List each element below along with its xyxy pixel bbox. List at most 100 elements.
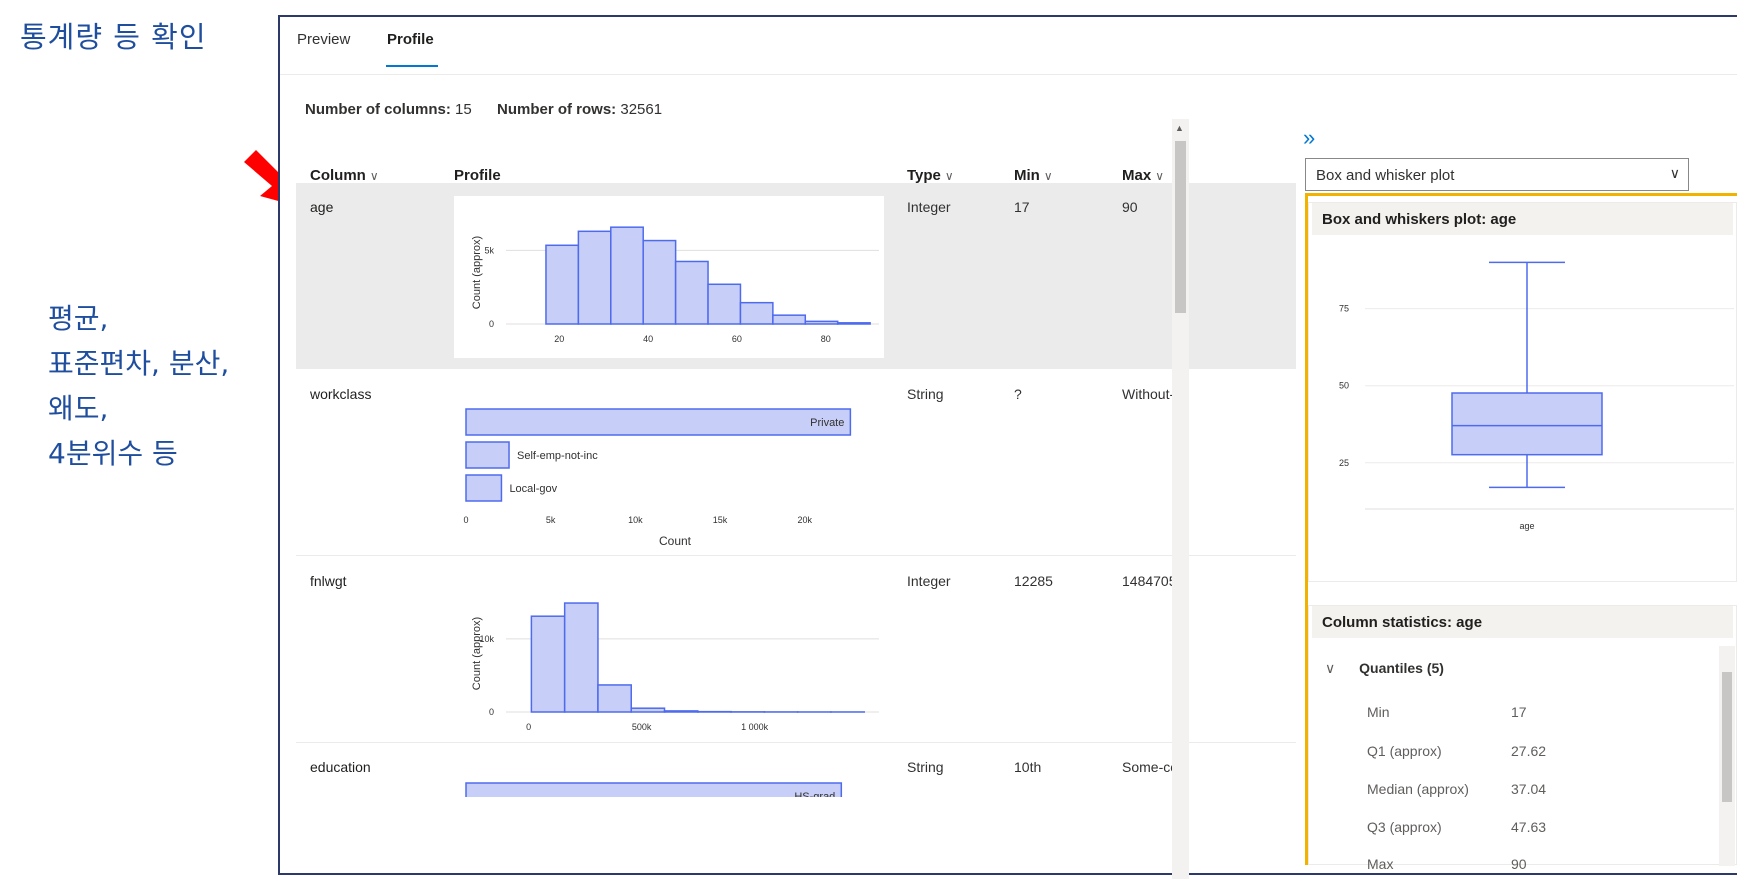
histogram-bar — [805, 321, 837, 324]
columns-count: Number of columns: 15 — [305, 101, 472, 118]
table-scrollbar[interactable]: ▲ — [1172, 119, 1189, 879]
column-stats-card: Column statistics: age ∨ Quantiles (5) M… — [1308, 605, 1737, 865]
histogram-bar — [578, 231, 610, 324]
stat-label: Min — [1367, 704, 1390, 720]
stat-label: Q1 (approx) — [1367, 743, 1442, 759]
scrollbar-thumb[interactable] — [1722, 672, 1732, 802]
category-label: Private — [810, 417, 844, 429]
stat-label: Q3 (approx) — [1367, 819, 1442, 835]
annotation-note: 왜도, — [48, 386, 229, 431]
column-max: 1484705 — [1122, 573, 1177, 589]
chevron-down-icon: ∨ — [1044, 169, 1053, 183]
histogram-bar — [665, 711, 698, 712]
column-min: 12285 — [1014, 573, 1053, 589]
histogram-bar — [631, 708, 664, 712]
stat-label: Median (approx) — [1367, 781, 1469, 797]
column-min: 17 — [1014, 199, 1030, 215]
tab-profile[interactable]: Profile — [387, 31, 434, 48]
category-bar — [466, 442, 509, 468]
histogram-bar — [546, 245, 578, 324]
stat-value: 37.04 — [1511, 781, 1546, 797]
column-header-label: Max — [1122, 167, 1151, 184]
annotation-note: 표준편차, 분산, — [48, 341, 229, 386]
y-tick-label: 0 — [489, 319, 494, 329]
tab-preview[interactable]: Preview — [297, 31, 350, 48]
columns-count-label: Number of columns: — [305, 101, 451, 118]
column-type: Integer — [907, 199, 951, 215]
column-type: Integer — [907, 573, 951, 589]
column-header-label: Column — [310, 167, 366, 184]
x-tick-label: 0 — [526, 722, 531, 732]
x-tick-label: 20k — [797, 515, 812, 525]
histogram-bar — [598, 685, 631, 712]
education-bar-chart: HS-grad — [454, 757, 884, 797]
category-label: HS-grad — [794, 791, 835, 797]
column-header-label: Profile — [454, 167, 501, 184]
histogram-bar — [565, 603, 598, 712]
histogram-bar — [643, 241, 675, 324]
column-header-profile: Profile — [454, 167, 501, 184]
x-tick-label: 1 000k — [741, 722, 769, 732]
histogram-bar — [838, 323, 870, 324]
box-plot-title: Box and whiskers plot: age — [1312, 203, 1733, 235]
category-bar — [466, 409, 850, 435]
column-name: age — [310, 199, 333, 215]
category-label: Local-gov — [509, 483, 557, 495]
column-name: workclass — [310, 386, 371, 402]
stat-value: 90 — [1511, 856, 1527, 872]
column-type: String — [907, 386, 944, 402]
rows-count-value: 32561 — [620, 101, 662, 118]
column-header-max[interactable]: Max ∨ — [1122, 167, 1164, 184]
profile-chart-education: HS-grad — [454, 757, 884, 797]
column-header-column[interactable]: Column∨ — [310, 167, 379, 184]
annotation-notes: 평균, 표준편차, 분산, 왜도, 4분위수 등 — [48, 296, 229, 476]
y-tick-label: 25 — [1339, 458, 1349, 468]
x-axis-label: Count — [659, 534, 692, 548]
column-name: education — [310, 759, 371, 775]
x-tick-label: age — [1519, 521, 1534, 531]
x-tick-label: 20 — [554, 334, 564, 344]
column-min: ? — [1014, 386, 1022, 402]
scroll-up-icon[interactable]: ▲ — [1175, 123, 1184, 133]
row-divider — [296, 742, 1296, 743]
category-bar — [466, 783, 841, 797]
category-label: Self-emp-not-inc — [517, 450, 598, 462]
rows-count: Number of rows: 32561 — [497, 101, 662, 118]
stat-value: 47.63 — [1511, 819, 1546, 835]
column-header-label: Min — [1014, 167, 1040, 184]
collapse-panel-icon[interactable]: » — [1303, 125, 1315, 151]
chevron-down-icon: ∨ — [1325, 660, 1335, 676]
x-tick-label: 40 — [643, 334, 653, 344]
stats-scrollbar[interactable] — [1719, 646, 1735, 866]
chevron-down-icon: ∨ — [1670, 165, 1680, 182]
column-name: fnlwgt — [310, 573, 347, 589]
x-tick-label: 5k — [546, 515, 556, 525]
stat-label: Max — [1367, 856, 1393, 872]
plot-type-select[interactable]: Box and whisker plot ∨ — [1305, 158, 1689, 191]
active-tab-indicator — [386, 65, 438, 67]
column-header-type[interactable]: Type∨ — [907, 167, 954, 184]
chevron-down-icon: ∨ — [1155, 169, 1164, 183]
annotation-note: 4분위수 등 — [48, 431, 229, 476]
column-max: Some-co — [1122, 759, 1178, 775]
histogram-bar — [708, 284, 740, 324]
quantiles-label: Quantiles (5) — [1359, 660, 1444, 676]
y-tick-label: 5k — [484, 245, 494, 255]
histogram-bar — [611, 227, 643, 324]
y-tick-label: 50 — [1339, 381, 1349, 391]
x-tick-label: 0 — [463, 515, 468, 525]
column-type: String — [907, 759, 944, 775]
column-header-min[interactable]: Min ∨ — [1014, 167, 1053, 184]
scrollbar-thumb[interactable] — [1175, 141, 1186, 313]
y-axis-label: Count (approx) — [471, 617, 483, 690]
column-min: 10th — [1014, 759, 1041, 775]
quantiles-toggle[interactable]: ∨ Quantiles (5) — [1325, 660, 1444, 677]
